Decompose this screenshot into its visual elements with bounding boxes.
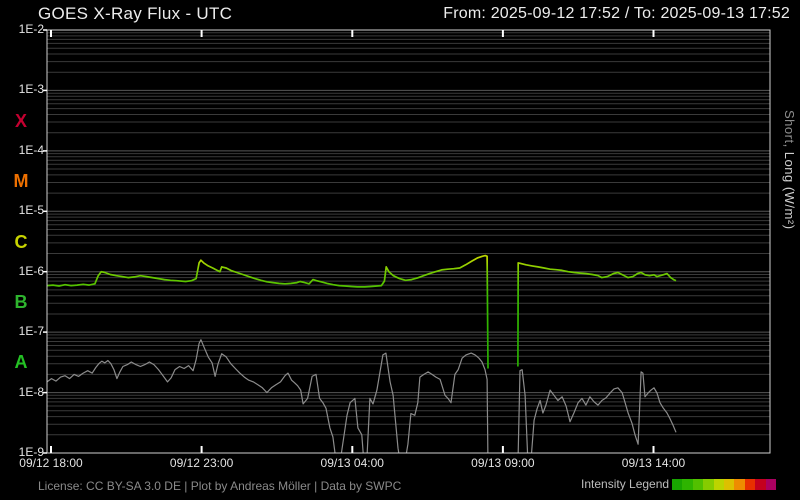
y-axis-label: 1E-9	[18, 445, 44, 459]
flare-class-label-m: M	[13, 171, 29, 192]
intensity-legend-segment	[682, 478, 693, 490]
flare-class-label-b: B	[14, 291, 28, 312]
y-axis-label: 1E-4	[18, 142, 44, 157]
gridlines-major	[47, 89, 770, 394]
flare-class-label-a: A	[14, 352, 28, 373]
y-axis-label: 1E-6	[18, 263, 44, 278]
intensity-legend-segment	[765, 478, 776, 490]
intensity-legend-label: Intensity Legend	[581, 477, 670, 491]
intensity-legend-segment	[755, 478, 766, 490]
intensity-legend-segment	[734, 478, 745, 490]
x-axis-label: 09/13 04:00	[320, 456, 384, 470]
x-axis-label: 09/12 23:00	[169, 456, 234, 470]
y-axis-label: 1E-3	[18, 82, 44, 97]
x-axis-label: 09/12 18:00	[19, 456, 83, 470]
flare-class-label-x: X	[14, 110, 27, 131]
axis-ticks	[43, 29, 655, 454]
y-axis-label: 1E-7	[18, 324, 44, 339]
x-axis-label: 09/13 09:00	[471, 456, 535, 470]
y-axis-label: 1E-8	[18, 384, 44, 399]
chart-title: GOES X-Ray Flux - UTC	[38, 4, 233, 23]
intensity-legend-segment	[713, 478, 725, 490]
intensity-legend: Intensity Legend	[581, 477, 776, 491]
short-series-line	[517, 369, 677, 453]
intensity-legend-segment	[744, 478, 756, 490]
intensity-legend-segment	[672, 478, 683, 490]
x-axis-label: 09/13 14:00	[621, 456, 686, 470]
short-series-line	[47, 339, 489, 453]
intensity-legend-segment	[703, 478, 714, 490]
intensity-legend-segment	[724, 478, 735, 490]
date-range: From: 2025-09-12 17:52 / To: 2025-09-13 …	[443, 5, 790, 22]
intensity-legend-bar	[672, 478, 776, 490]
flare-class-label-c: C	[14, 231, 28, 252]
right-axis-unit-label: Short, Long (W/m²)	[782, 110, 797, 230]
footer-license: License: CC BY-SA 3.0 DE | Plot by Andre…	[38, 479, 402, 493]
long-series-line	[517, 262, 677, 367]
gridlines-minor	[47, 32, 770, 436]
y-axis-label: 1E-2	[18, 22, 44, 36]
intensity-legend-segment	[692, 478, 704, 490]
short-channel-label: Short,	[782, 110, 797, 148]
plot-frame	[46, 29, 771, 454]
long-series-line	[47, 254, 489, 369]
y-axis-label: 1E-5	[18, 203, 44, 218]
long-channel-label: Long (W/m²)	[782, 147, 797, 230]
